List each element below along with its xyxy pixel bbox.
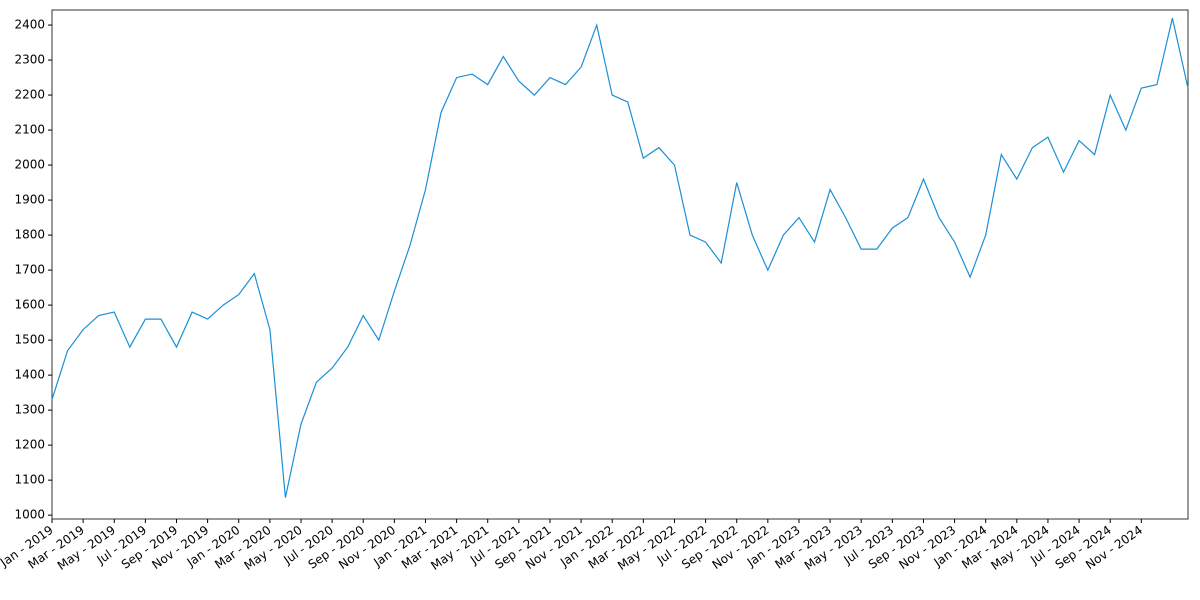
- y-tick-label: 1100: [14, 473, 45, 487]
- y-tick-label: 1600: [14, 298, 45, 312]
- line-series: [51, 17, 1189, 498]
- y-tick-label: 2000: [14, 158, 45, 172]
- y-tick-label: 2100: [14, 123, 45, 137]
- y-tick-label: 1200: [14, 438, 45, 452]
- y-tick-label: 1800: [14, 228, 45, 242]
- plot-frame: [51, 9, 1189, 520]
- y-tick-label: 1900: [14, 193, 45, 207]
- y-tick-label: 1400: [14, 368, 45, 382]
- y-tick-label: 2400: [14, 18, 45, 32]
- y-tick-label: 2200: [14, 88, 45, 102]
- y-tick-label: 1700: [14, 263, 45, 277]
- y-tick-label: 2300: [14, 53, 45, 67]
- y-tick-label: 1000: [14, 508, 45, 522]
- y-tick-label: 1500: [14, 333, 45, 347]
- y-tick-label: 1300: [14, 403, 45, 417]
